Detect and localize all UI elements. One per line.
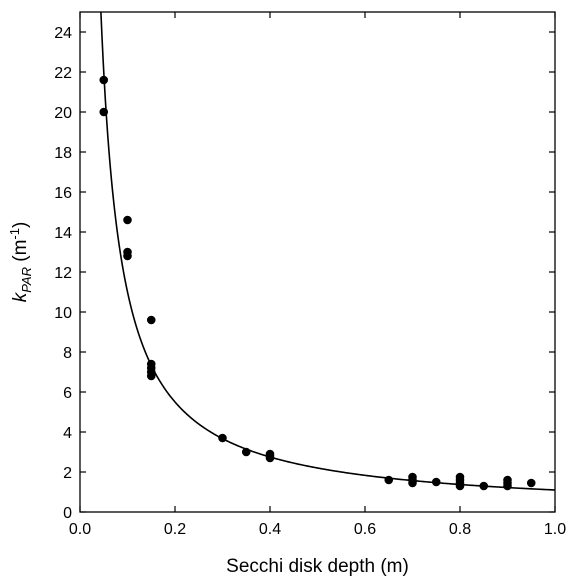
y-tick-label: 24 [54,25,72,42]
data-point [503,481,512,491]
data-point [218,433,227,443]
y-tick-label: 6 [63,385,72,402]
y-tick-label: 8 [63,345,72,362]
data-point [455,481,465,491]
y-tick-label: 0 [63,505,72,522]
y-tick-label: 2 [63,465,72,482]
x-tick-label: 0.6 [354,521,376,538]
data-point [146,315,156,325]
x-tick-label: 0.4 [259,521,281,538]
data-points-layer [99,75,536,491]
data-point [384,475,394,485]
data-point [431,477,441,487]
y-axis-title-unit: (m [10,240,31,267]
data-point [526,478,536,488]
data-point [99,107,109,117]
data-point [241,447,251,457]
y-axis-title-unit-close: ) [10,222,31,228]
x-axis-ticks: 0.0 0.2 0.4 0.6 0.8 1.0 [69,12,566,538]
x-tick-label: 0.2 [164,521,186,538]
x-tick-label: 0.8 [449,521,471,538]
data-point [123,251,132,261]
plot-frame [79,11,556,513]
x-axis-title: Secchi disk depth (m) [226,556,409,577]
y-tick-label: 18 [54,145,72,162]
data-point [99,75,109,85]
y-tick-label: 12 [54,265,72,282]
plot-area [79,11,556,513]
fit-curve [100,11,556,491]
y-tick-label: 16 [54,185,72,202]
data-point [408,478,417,488]
y-tick-label: 22 [54,65,72,82]
y-axis-title-symbol: k [10,291,31,302]
y-tick-label: 10 [54,305,72,322]
x-tick-label: 1.0 [544,521,566,538]
y-axis-title-unit-exponent: -1 [7,228,22,240]
data-point [265,453,275,463]
y-axis-title-subscript: PAR [19,267,34,293]
x-tick-label: 0.0 [69,521,91,538]
data-point [146,371,156,381]
y-tick-label: 14 [54,225,72,242]
data-point [479,481,489,491]
y-axis-title: kPAR (m-1) [7,222,34,303]
y-tick-label: 4 [63,425,72,442]
data-point [123,215,132,225]
y-tick-label: 20 [54,105,72,122]
fit-curve-layer [100,11,556,491]
